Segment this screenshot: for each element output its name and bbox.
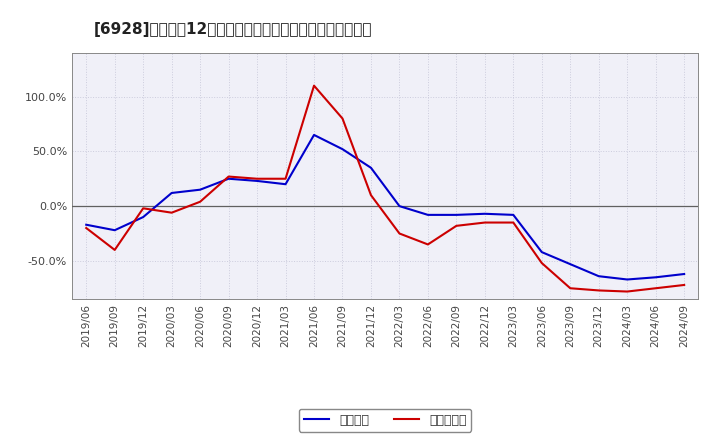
当期純利益 [338, 116, 347, 121]
当期純利益 [282, 176, 290, 181]
経常利益 [623, 277, 631, 282]
当期純利益 [537, 260, 546, 266]
当期純利益 [566, 286, 575, 291]
当期純利益 [452, 223, 461, 228]
経常利益 [366, 165, 375, 170]
経常利益 [139, 214, 148, 220]
経常利益 [310, 132, 318, 138]
経常利益 [423, 212, 432, 217]
Legend: 経常利益, 当期純利益: 経常利益, 当期純利益 [299, 409, 472, 432]
経常利益 [537, 249, 546, 255]
経常利益 [680, 271, 688, 277]
経常利益 [509, 212, 518, 217]
経常利益 [110, 227, 119, 233]
経常利益 [595, 274, 603, 279]
経常利益 [225, 176, 233, 181]
当期純利益 [225, 174, 233, 179]
当期純利益 [310, 83, 318, 88]
当期純利益 [652, 286, 660, 291]
経常利益 [395, 203, 404, 209]
経常利益 [652, 275, 660, 280]
経常利益 [338, 147, 347, 152]
当期純利益 [253, 176, 261, 181]
当期純利益 [623, 289, 631, 294]
当期純利益 [82, 225, 91, 231]
Line: 経常利益: 経常利益 [86, 135, 684, 279]
経常利益 [253, 178, 261, 183]
経常利益 [167, 191, 176, 196]
当期純利益 [167, 210, 176, 215]
当期純利益 [595, 288, 603, 293]
当期純利益 [196, 199, 204, 204]
当期純利益 [423, 242, 432, 247]
経常利益 [480, 211, 489, 216]
Text: [6928]　利益だ12か月移動合計の対前年同期増減率の推移: [6928] 利益だ12か月移動合計の対前年同期増減率の推移 [94, 22, 372, 37]
当期純利益 [480, 220, 489, 225]
経常利益 [566, 261, 575, 267]
経常利益 [452, 212, 461, 217]
当期純利益 [509, 220, 518, 225]
当期純利益 [110, 247, 119, 253]
当期純利益 [680, 282, 688, 288]
当期純利益 [395, 231, 404, 236]
経常利益 [196, 187, 204, 192]
経常利益 [82, 222, 91, 227]
当期純利益 [139, 205, 148, 211]
当期純利益 [366, 193, 375, 198]
経常利益 [282, 182, 290, 187]
Line: 当期純利益: 当期純利益 [86, 86, 684, 292]
